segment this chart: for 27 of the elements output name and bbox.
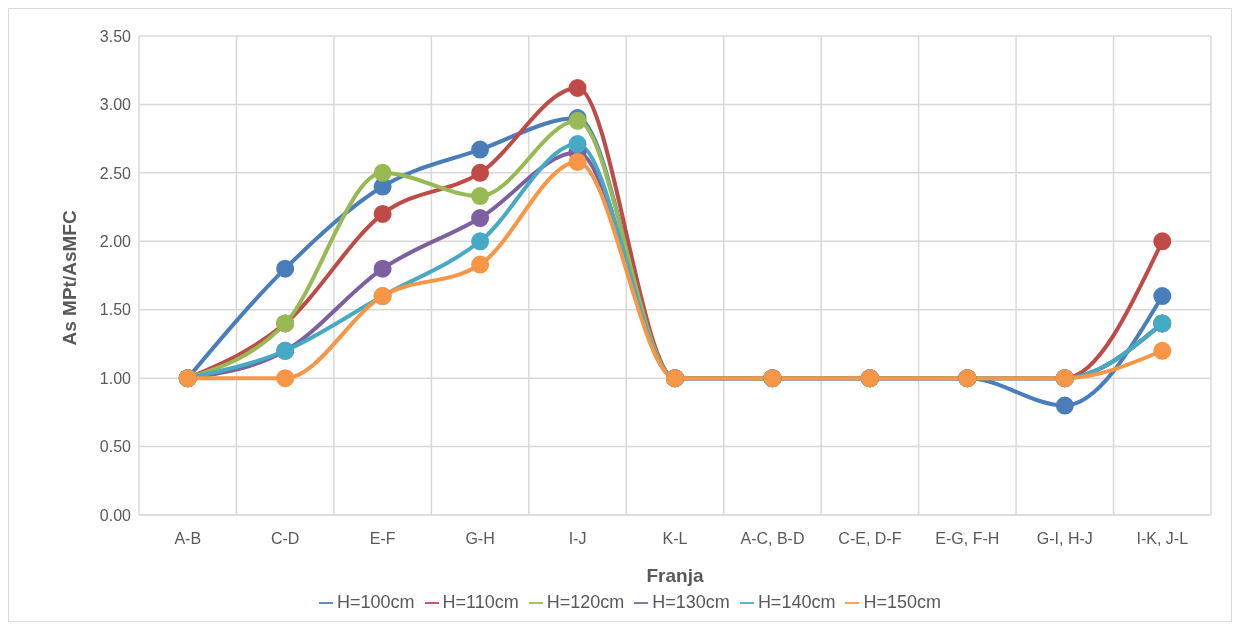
x-tick-label: K-L [662, 530, 688, 548]
y-tick-label: 0.00 [99, 506, 132, 524]
y-tick-label: 2.50 [99, 164, 132, 182]
x-tick-label: I-K, J-L [1136, 530, 1189, 548]
x-tick-label: A-C, B-D [740, 530, 805, 548]
x-tick-label: C-E, D-F [838, 530, 902, 548]
legend-label: H=120cm [546, 592, 625, 612]
y-tick-label: 2.00 [99, 232, 132, 250]
x-tick-label: E-F [369, 530, 396, 548]
y-tick-label: 3.50 [99, 27, 132, 45]
x-axis-title: Franja [646, 565, 704, 586]
legend-label: H=150cm [863, 592, 941, 612]
x-tick-label: E-G, F-H [935, 530, 1000, 548]
x-tick-label: G-I, H-J [1036, 530, 1093, 548]
x-tick-label: C-D [270, 530, 300, 548]
y-tick-label: 3.00 [99, 96, 132, 114]
x-tick-label: G-H [465, 530, 495, 548]
y-tick-label: 1.00 [99, 369, 132, 387]
legend-label: H=130cm [652, 592, 730, 612]
y-axis-title: As MPt/AsMFC [58, 210, 80, 346]
legend-label: H=140cm [757, 592, 836, 612]
x-tick-label: I-J [568, 530, 587, 548]
x-tick-label: A-B [174, 530, 202, 548]
legend-label: H=110cm [442, 592, 519, 612]
y-tick-label: 1.50 [99, 301, 132, 319]
y-tick-label: 0.50 [99, 438, 132, 456]
legend-label: H=100cm [337, 592, 415, 612]
